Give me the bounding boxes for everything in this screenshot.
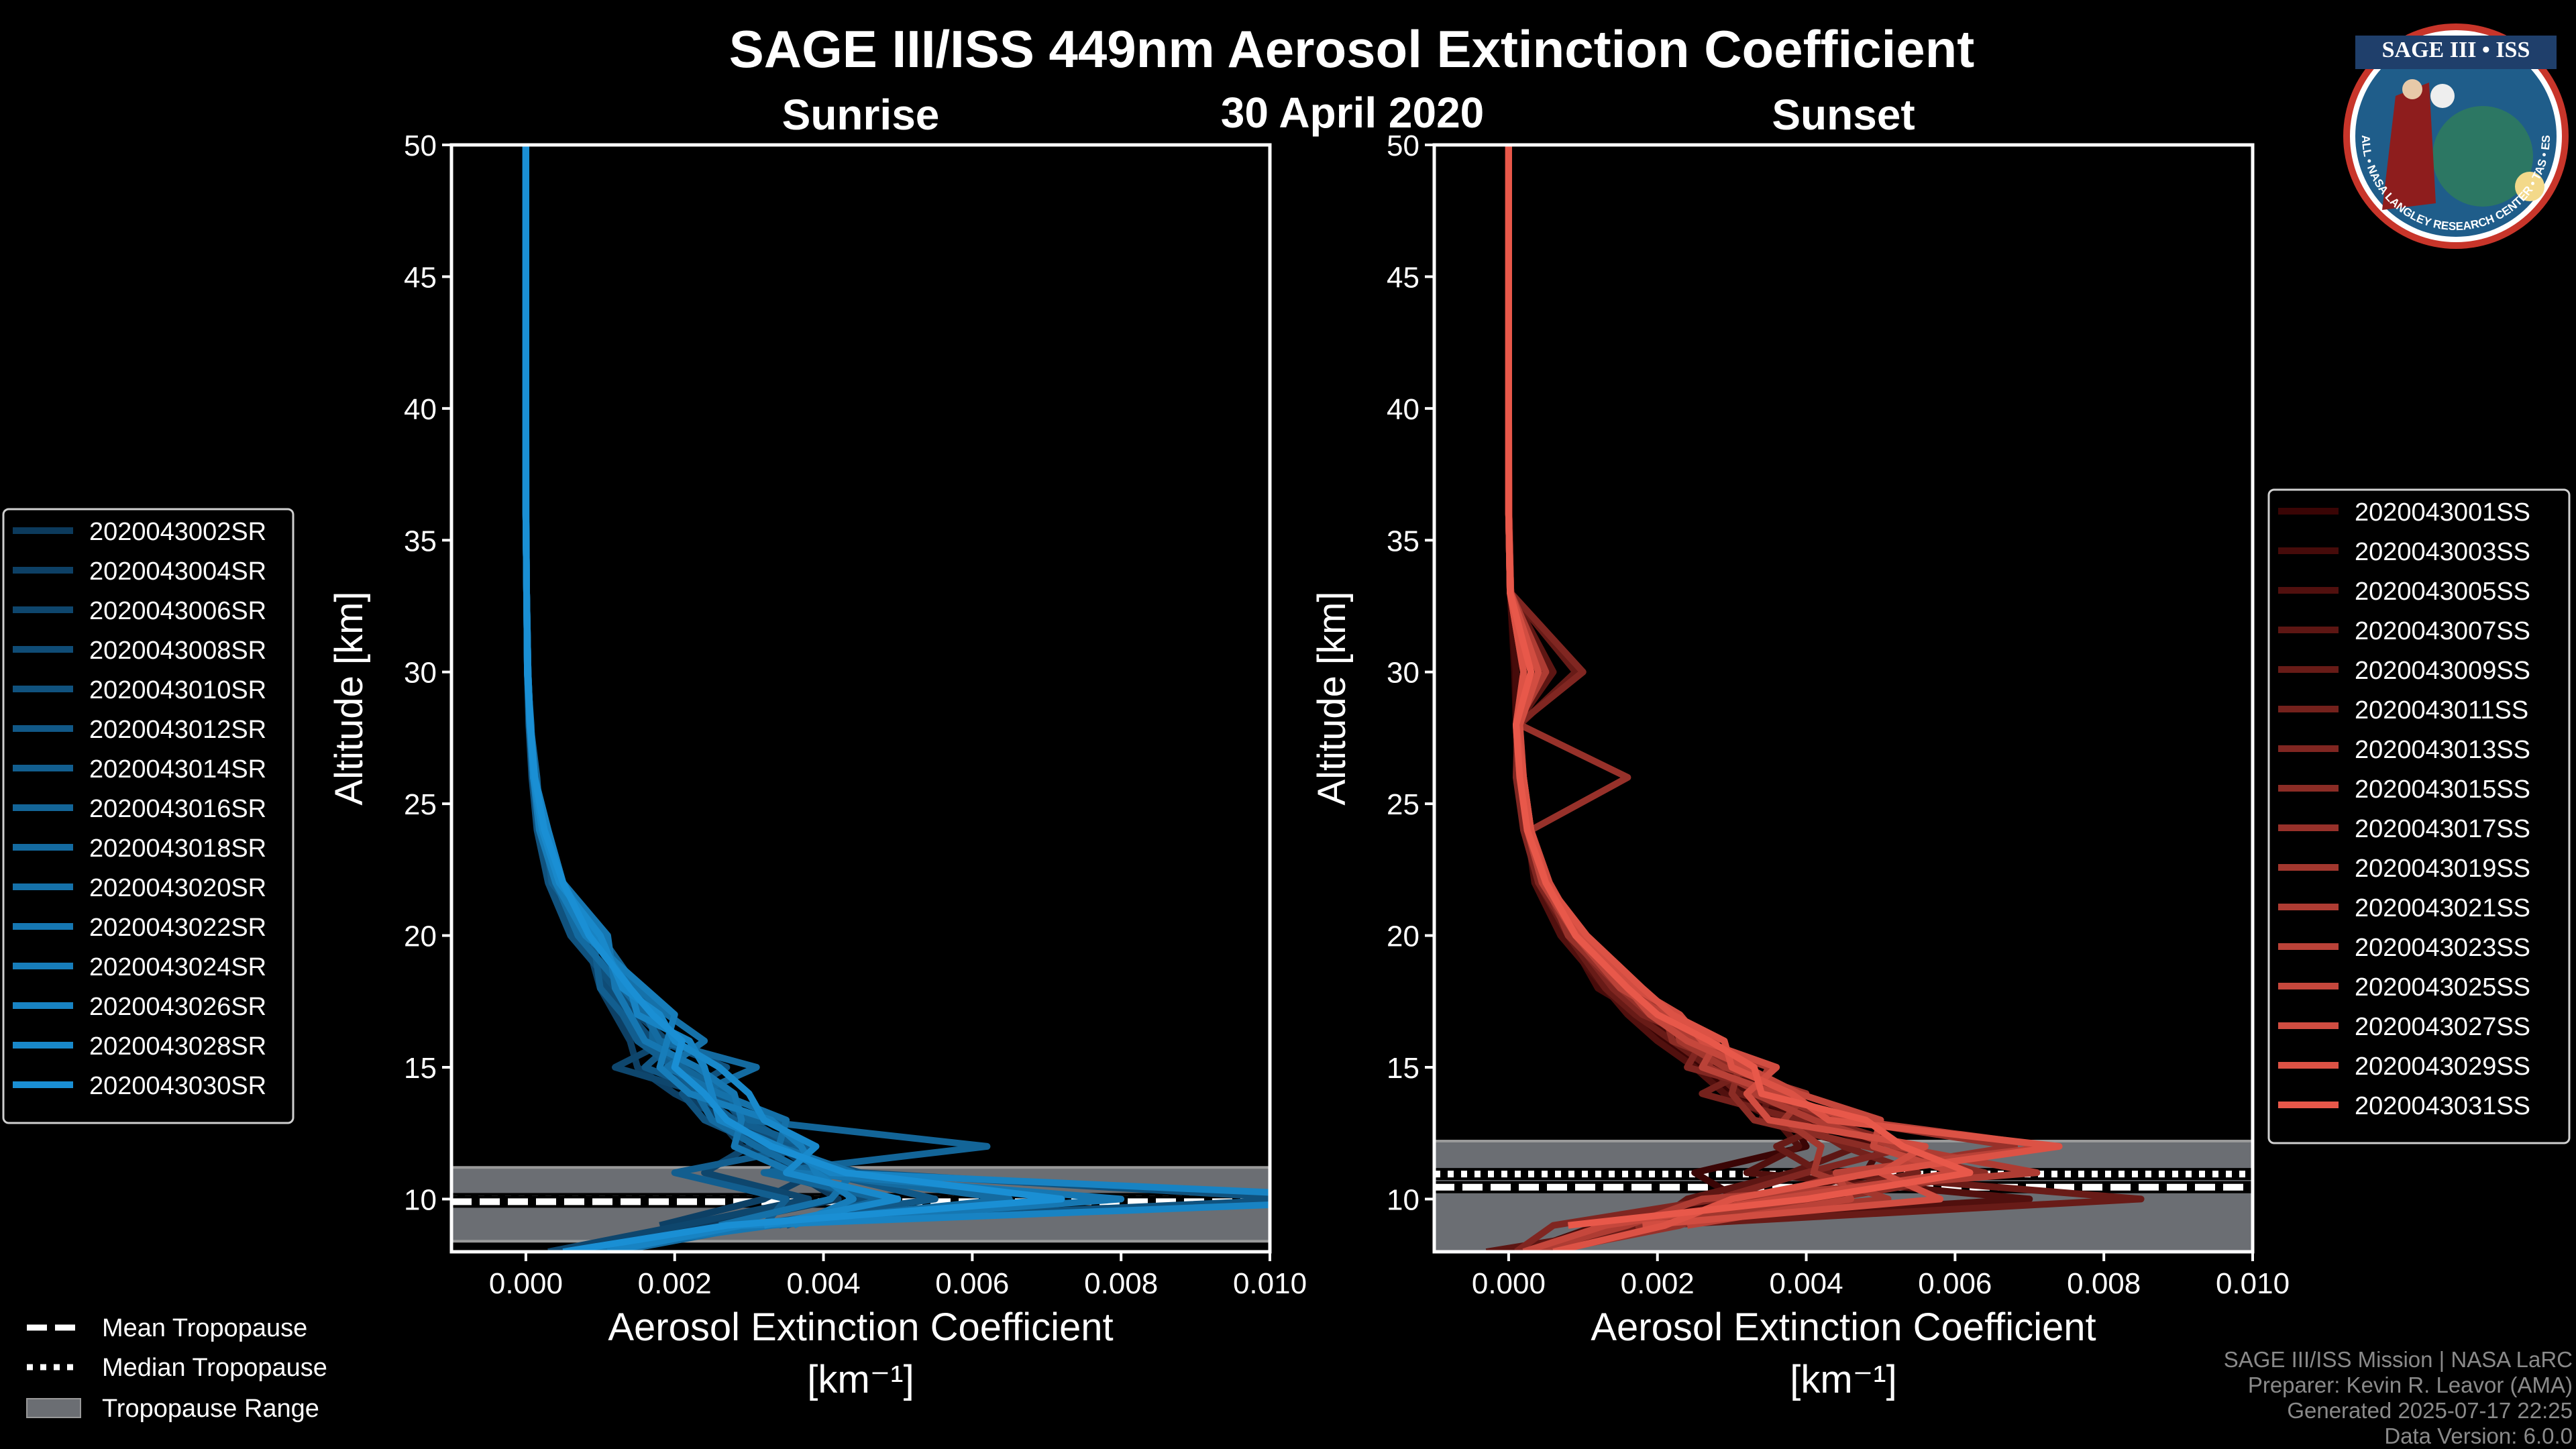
legend-item-2020043014SR: 2020043014SR [89,755,266,784]
figure-title: SAGE III/ISS 449nm Aerosol Extinction Co… [729,19,1975,78]
footer-generated: Generated 2025-07-17 22:25 [2287,1398,2573,1423]
legend-item-2020043001SS: 2020043001SS [2355,498,2530,527]
y-tick-label: 35 [404,525,437,557]
y-tick-label: 30 [1387,657,1419,690]
legend-item-2020043004SR: 2020043004SR [89,557,266,586]
legend-item-2020043018SR: 2020043018SR [89,835,266,863]
sunrise-panel-title: Sunrise [782,91,940,139]
legend-frame [2,508,294,1124]
legend-item-2020043019SS: 2020043019SS [2355,855,2530,883]
legend-item-2020043008SR: 2020043008SR [89,637,266,665]
y-tick-label: 10 [1387,1183,1419,1216]
y-tick-label: 20 [404,920,437,953]
x-tick-label: 0.006 [1918,1267,1992,1300]
footer-preparer: Preparer: Kevin R. Leavor (AMA) [2248,1373,2573,1397]
legend-item-2020043024SR: 2020043024SR [89,953,266,981]
logo-top-text: SAGE III • ISS [2382,38,2530,62]
legend-item-2020043010SR: 2020043010SR [89,676,266,704]
x-tick-label: 0.000 [489,1267,563,1300]
axes-frame [449,143,1272,1254]
legend-item-2020043012SR: 2020043012SR [89,716,266,744]
legend-item-2020043011SS: 2020043011SS [2355,696,2528,724]
x-axis-unit: [km⁻¹] [1790,1358,1896,1401]
y-tick-label: 35 [1387,525,1419,557]
x-tick-label: 0.010 [2216,1267,2290,1300]
footer-data-version: Data Version: 6.0.0 [2384,1424,2573,1448]
plot-area [1434,145,2253,1252]
y-tick-label: 15 [1387,1052,1419,1085]
y-tick-label: 10 [404,1183,437,1216]
legend-item-2020043002SR: 2020043002SR [89,518,266,546]
legend-item-2020043007SS: 2020043007SS [2355,617,2530,645]
x-tick-label: 0.006 [935,1267,1009,1300]
sage-iii-iss-logo: SAGE III • ISS BALL • NASA LANGLEY RESEA… [2343,23,2569,249]
legend-item-2020043013SS: 2020043013SS [2355,736,2530,764]
x-tick-label: 0.002 [1621,1267,1695,1300]
footer-mission: SAGE III/ISS Mission | NASA LaRC [2224,1347,2573,1372]
mean-tropopause-label: Mean Tropopause [102,1314,307,1342]
y-tick-label: 20 [1387,920,1419,953]
y-tick-label: 25 [404,788,437,821]
legend-item-2020043031SS: 2020043031SS [2355,1092,2530,1120]
x-tick-label: 0.000 [1472,1267,1546,1300]
legend-item-2020043025SS: 2020043025SS [2355,973,2530,1002]
y-tick-label: 50 [404,129,437,162]
profile-line-2020043031SS [1505,145,1974,1229]
x-axis-unit: [km⁻¹] [807,1358,914,1401]
sunset-legend: 2020043001SS 2020043003SS 2020043005SS 2020… [2267,488,2571,1144]
legend-item-2020043030SR: 2020043030SR [89,1072,266,1100]
legend-item-2020043029SS: 2020043029SS [2355,1053,2530,1081]
x-tick-label: 0.010 [1233,1267,1307,1300]
sunset-panel-title: Sunset [1772,91,1915,139]
legend-item-2020043015SS: 2020043015SS [2355,775,2530,804]
x-axis-label: Aerosol Extinction Coefficient [1591,1305,2096,1349]
legend-item-2020043023SS: 2020043023SS [2355,934,2530,962]
legend-item-2020043028SR: 2020043028SR [89,1032,266,1061]
legend-item-2020043003SS: 2020043003SS [2355,538,2530,566]
x-axis-label: Aerosol Extinction Coefficient [608,1305,1113,1349]
x-tick-label: 0.008 [1084,1267,1158,1300]
legend-item-2020043005SS: 2020043005SS [2355,578,2530,606]
sunrise-legend: 2020043002SR 2020043004SR 2020043006SR 2020… [2,508,294,1124]
x-tick-label: 0.004 [1769,1267,1843,1300]
y-axis-label: Altitude [km] [327,591,371,805]
legend-item-2020043009SS: 2020043009SS [2355,657,2530,685]
legend-item-2020043027SS: 2020043027SS [2355,1013,2530,1041]
x-tick-label: 0.008 [2067,1267,2141,1300]
legend-item-2020043017SS: 2020043017SS [2355,815,2530,843]
legend-frame [2267,488,2571,1144]
tropopause-range-label: Tropopause Range [102,1395,319,1423]
y-tick-label: 40 [1387,393,1419,426]
y-tick-label: 25 [1387,788,1419,821]
y-tick-label: 45 [404,261,437,294]
y-tick-label: 45 [1387,261,1419,294]
plot-area [451,145,1270,1252]
legend-item-2020043022SR: 2020043022SR [89,914,266,942]
profile-line-2020043030SR [522,145,1065,1252]
tropopause-range-swatch [26,1398,81,1418]
legend-item-2020043006SR: 2020043006SR [89,597,266,625]
sunset-panel: 10 15 20 25 30 35 40 45 50 0.000 0.002 0.004 0.006 0.… [1310,129,2290,1401]
date-label: 30 April 2020 [1221,89,1485,137]
footer-credits: SAGE III/ISS Mission | NASA LaRC Prepare… [2224,1347,2573,1448]
y-tick-label: 50 [1387,129,1419,162]
y-tick-label: 40 [404,393,437,426]
legend-item-2020043026SR: 2020043026SR [89,993,266,1021]
legend-item-2020043016SR: 2020043016SR [89,795,266,823]
y-axis-label: Altitude [km] [1310,591,1354,805]
legend-item-2020043020SR: 2020043020SR [89,874,266,902]
x-tick-label: 0.004 [786,1267,860,1300]
tropopause-legend: Mean Tropopause Median Tropopause Tropop… [26,1314,327,1423]
y-tick-label: 30 [404,657,437,690]
axes-frame [1432,143,2255,1254]
median-tropopause-label: Median Tropopause [102,1354,327,1382]
legend-item-2020043021SS: 2020043021SS [2355,894,2530,922]
y-tick-label: 15 [404,1052,437,1085]
sunrise-panel: 10 15 20 25 30 35 40 45 50 0.000 0.002 0.004 0.006 0.… [327,129,1307,1401]
x-tick-label: 0.002 [638,1267,712,1300]
